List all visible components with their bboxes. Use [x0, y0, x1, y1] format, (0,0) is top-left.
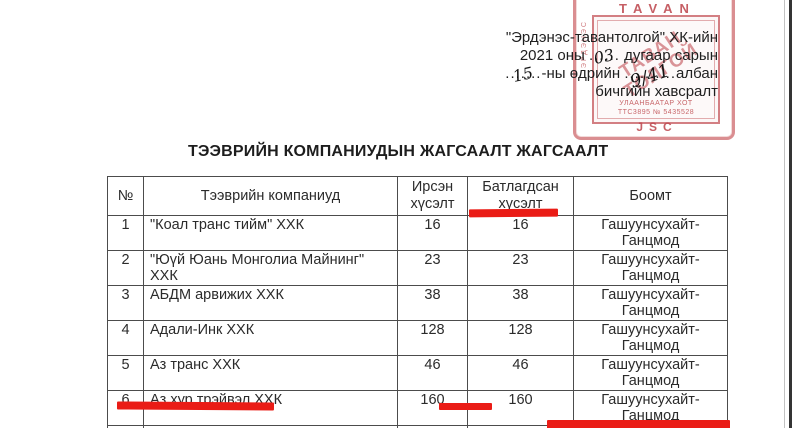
header-no: № [107, 176, 144, 216]
note-line-4: бичгийн хавсралт [595, 83, 718, 100]
stamp-outer-frame [573, 0, 735, 140]
stamp-bottom-text: JSC [636, 120, 678, 134]
stamp-inner-frame: ТАВАН ТОЛГОЙ УЛААНБААТАР ХОТ ТТС3895 № 5… [592, 15, 720, 124]
header-incoming-requests: Ирсэн хүсэлт [397, 176, 468, 216]
red-underline-approved-header [468, 208, 559, 218]
dotted-field-number: .......... [624, 65, 677, 82]
cell-port: Гашуунсухайт- Ганцмод [573, 250, 728, 286]
cell-company: Аз транс ХХК [143, 355, 398, 391]
cell-port: Гашуунсухайт- Ганцмод [573, 215, 728, 251]
dotted-field-day: ....... [505, 65, 542, 82]
cell-approved: 23 [467, 250, 574, 286]
stamp-top-text: TAVAN [619, 1, 696, 16]
cell-no: 5 [107, 355, 144, 391]
cell-company: "Юүй Юань Монголиа Майнинг" ХХК [143, 250, 398, 286]
cell-incoming: 23 [397, 250, 468, 286]
table-row: 4 Адали-Инк ХХК 128 128 Гашуунсухайт- Га… [107, 320, 728, 356]
note-line-2: 2021 оны ...... 03 дугаар сарын [519, 45, 718, 68]
red-highlight-row7-port [547, 420, 730, 428]
scan-edge-line-dark [789, 0, 792, 428]
cell-incoming: 46 [397, 355, 468, 391]
header-company: Тээврийн компаниуд [143, 176, 398, 216]
note-line-3: ....... 15 -ны өдрийн .......... 9/41 албан [505, 60, 718, 93]
cell-no: 2 [107, 250, 144, 286]
cell-port: Гашуунсухайт- Ганцмод [573, 320, 728, 356]
cell-port: Гашуунсухайт- Ганцмод [573, 355, 728, 391]
cell-approved: 16 [467, 215, 574, 251]
cell-approved: 128 [467, 320, 574, 356]
cell-incoming: 38 [397, 285, 468, 321]
handwritten-month: 03 [592, 45, 617, 68]
header-port: Боомт [573, 176, 728, 216]
cell-company: Адали-Инк ХХК [143, 320, 398, 356]
cell-approved: 46 [467, 355, 574, 391]
stamp-registration-text: ТТС3895 № 5435528 [617, 109, 695, 116]
cell-approved: 38 [467, 285, 574, 321]
table-body: 1 "Коал транс тийм" ХХК 16 16 Гашуунсуха… [107, 215, 728, 428]
company-stamp: TAVAN ТАВАН ТОЛГОЙ УЛААНБААТАР ХОТ ТТС38… [573, 0, 735, 140]
cell-incoming: 128 [397, 320, 468, 356]
cell-company: "Коал транс тийм" ХХК [143, 215, 398, 251]
table-row: 1 "Коал транс тийм" ХХК 16 16 Гашуунсуха… [107, 215, 728, 251]
cell-company: АБДМ арвижих ХХК [143, 285, 398, 321]
cell-incoming: 16 [397, 215, 468, 251]
table-row: 2 "Юүй Юань Монголиа Майнинг" ХХК 23 23 … [107, 250, 728, 286]
red-underline-row6-company [116, 401, 275, 411]
cell-no: 4 [107, 320, 144, 356]
cell-no: 3 [107, 285, 144, 321]
dotted-field-month: ...... [588, 47, 620, 64]
page-title: ТЭЭВРИЙН КОМПАНИУДЫН ЖАГСААЛТ ЖАГСААЛТ [188, 143, 609, 160]
note-line-1: "Эрдэнэс-тавантолгой" ХК-ийн [505, 29, 718, 46]
red-underline-row6-approved [439, 403, 492, 410]
cell-no: 1 [107, 215, 144, 251]
scan-edge-line-light [784, 0, 785, 428]
table-row: 5 Аз транс ХХК 46 46 Гашуунсухайт- Ганцм… [107, 355, 728, 391]
attachment-note: "Эрдэнэс-тавантолгой" ХК-ийн 2021 оны ..… [505, 29, 718, 101]
handwritten-day: 15 [511, 63, 536, 86]
table-row: 3 АБДМ арвижих ХХК 38 38 Гашуунсухайт- Г… [107, 285, 728, 321]
stamp-city-text: УЛААНБААТАР ХОТ [619, 100, 693, 107]
companies-table: № Тээврийн компаниуд Ирсэн хүсэлт Батлаг… [107, 176, 728, 428]
cell-port: Гашуунсухайт- Ганцмод [573, 285, 728, 321]
table-header-row: № Тээврийн компаниуд Ирсэн хүсэлт Батлаг… [107, 176, 728, 216]
